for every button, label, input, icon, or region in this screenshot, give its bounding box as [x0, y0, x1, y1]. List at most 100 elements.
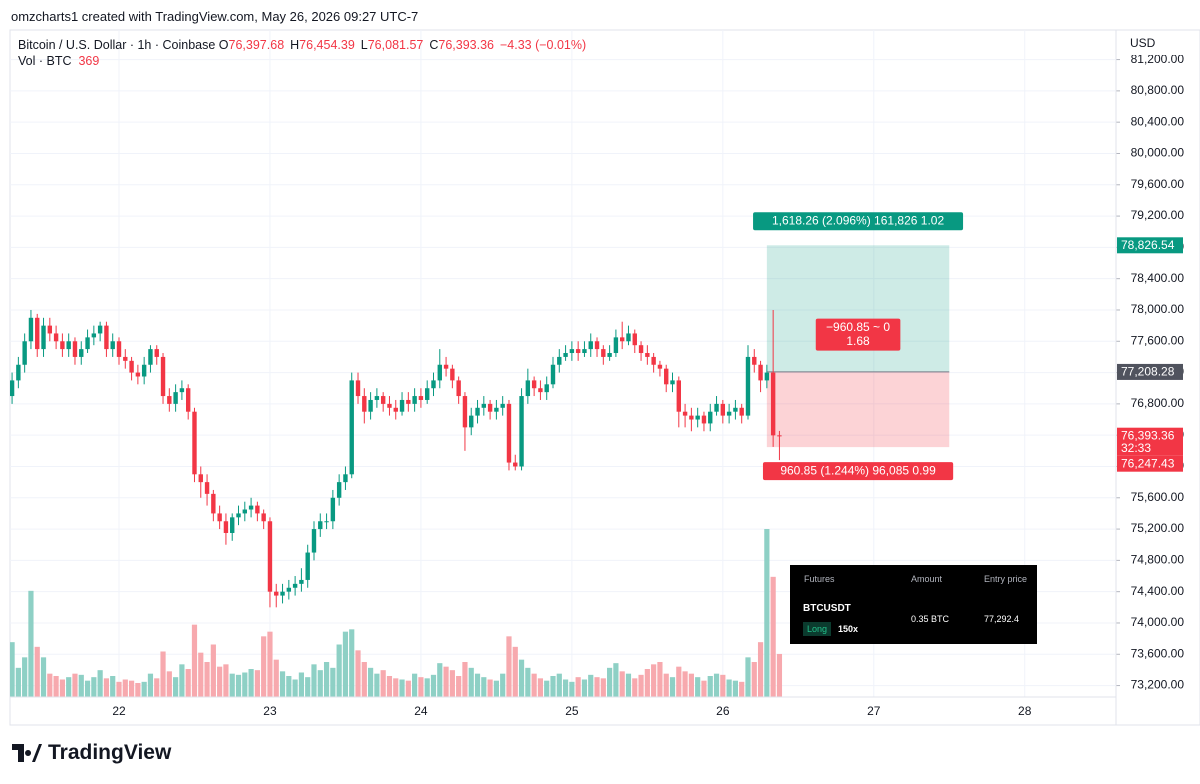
volume-bar	[544, 680, 550, 697]
currency-box	[1117, 31, 1199, 55]
candle-body	[557, 356, 562, 365]
candle-body	[217, 513, 222, 522]
candle-body	[160, 356, 166, 397]
x-tick-label: 23	[263, 704, 277, 718]
candle-body	[708, 411, 713, 424]
volume-bar	[386, 676, 393, 697]
volume-bar	[682, 671, 688, 697]
futures-panel: Futures Amount Entry price BTCUSDT Long …	[790, 565, 1037, 644]
candle-body	[399, 399, 405, 412]
candle-body	[355, 380, 361, 397]
candle-body	[714, 403, 719, 412]
volume-label: Vol · BTC	[18, 54, 72, 68]
candle-body	[318, 521, 323, 530]
volume-bar	[66, 677, 72, 697]
candle-body	[525, 380, 531, 397]
volume-bar	[556, 673, 562, 697]
candle-body	[513, 462, 518, 467]
volume-bar	[713, 673, 720, 697]
candle-body	[85, 337, 90, 350]
candle-body	[35, 317, 40, 350]
volume-bar	[349, 629, 355, 697]
price-sublabel: 32:33	[1121, 441, 1151, 455]
volume-bar	[745, 657, 751, 697]
volume-bar	[15, 667, 21, 697]
y-tick-label: 78,000.00	[1131, 302, 1185, 316]
volume-bar	[154, 678, 160, 697]
volume-bar	[367, 667, 374, 697]
volume-bar	[342, 631, 349, 697]
volume-bar	[669, 677, 676, 697]
position-label: 1,618.26 (2.096%) 161,826 1.02	[772, 213, 944, 227]
candle-body	[588, 341, 593, 350]
x-tick-label: 26	[716, 704, 730, 718]
candle-body	[695, 415, 700, 420]
ohlc-value: 76,454.39	[299, 38, 355, 52]
candle-body	[645, 353, 650, 357]
candle-body	[575, 349, 581, 354]
volume-bar	[625, 673, 632, 697]
candle-body	[97, 325, 103, 334]
position-label: 1.68	[846, 334, 870, 348]
candle-body	[22, 341, 27, 365]
volume-bar	[449, 670, 455, 697]
volume-bar	[474, 673, 481, 697]
candle-body	[462, 396, 468, 428]
candle-body	[689, 415, 694, 420]
volume-bar	[305, 677, 311, 697]
volume-bar	[764, 529, 770, 697]
volume-bar	[418, 677, 424, 697]
volume-bar	[355, 650, 361, 697]
candle-body	[481, 403, 487, 408]
candle-body	[594, 341, 600, 350]
candle-body	[626, 333, 631, 342]
volume-bar	[676, 666, 682, 697]
price-label: 78,826.54	[1121, 238, 1175, 252]
candle-body	[10, 380, 15, 397]
candle-body	[387, 403, 392, 408]
y-tick-label: 75,200.00	[1131, 521, 1185, 535]
candle-body	[425, 388, 430, 400]
candle-body	[393, 407, 398, 412]
panel-header: Amount	[911, 574, 943, 584]
volume-bar	[600, 678, 606, 697]
price-label-box	[1117, 427, 1183, 456]
price-label-box	[1117, 455, 1183, 472]
ohlc-value: 76,081.57	[367, 38, 424, 52]
candle-body	[135, 372, 141, 377]
candle-body	[500, 403, 505, 408]
volume-bar	[330, 667, 336, 697]
profit-zone	[766, 245, 950, 372]
volume-bar	[468, 667, 474, 697]
candle-body	[79, 349, 84, 357]
position-label-box	[815, 318, 901, 351]
volume-bar	[487, 679, 493, 697]
volume-bar	[412, 673, 418, 697]
volume-bar	[204, 662, 210, 697]
candle-body	[311, 529, 317, 553]
candle-body	[91, 333, 97, 338]
volume-bar	[531, 673, 537, 697]
loss-zone	[766, 371, 950, 448]
candle-body	[720, 403, 726, 416]
candle-body	[53, 333, 59, 342]
volume-bar	[298, 672, 305, 697]
candle-body	[374, 396, 380, 400]
candle-body	[613, 337, 619, 354]
candle-body	[343, 474, 348, 483]
volume-bar	[179, 664, 185, 697]
candle-body	[292, 583, 298, 588]
volume-bar	[78, 674, 84, 697]
candle-body	[651, 356, 656, 365]
candle-body	[726, 411, 732, 416]
currency: USD	[1130, 36, 1156, 50]
candle-body	[701, 415, 707, 424]
volume-bar	[651, 664, 657, 697]
candle-body	[582, 349, 587, 354]
candle-body	[185, 388, 191, 412]
price-label-box	[1117, 363, 1183, 380]
volume-bar	[166, 671, 172, 697]
volume-bar	[732, 680, 739, 697]
y-tick-label: 80,800.00	[1131, 83, 1185, 97]
candle-body	[336, 482, 342, 498]
